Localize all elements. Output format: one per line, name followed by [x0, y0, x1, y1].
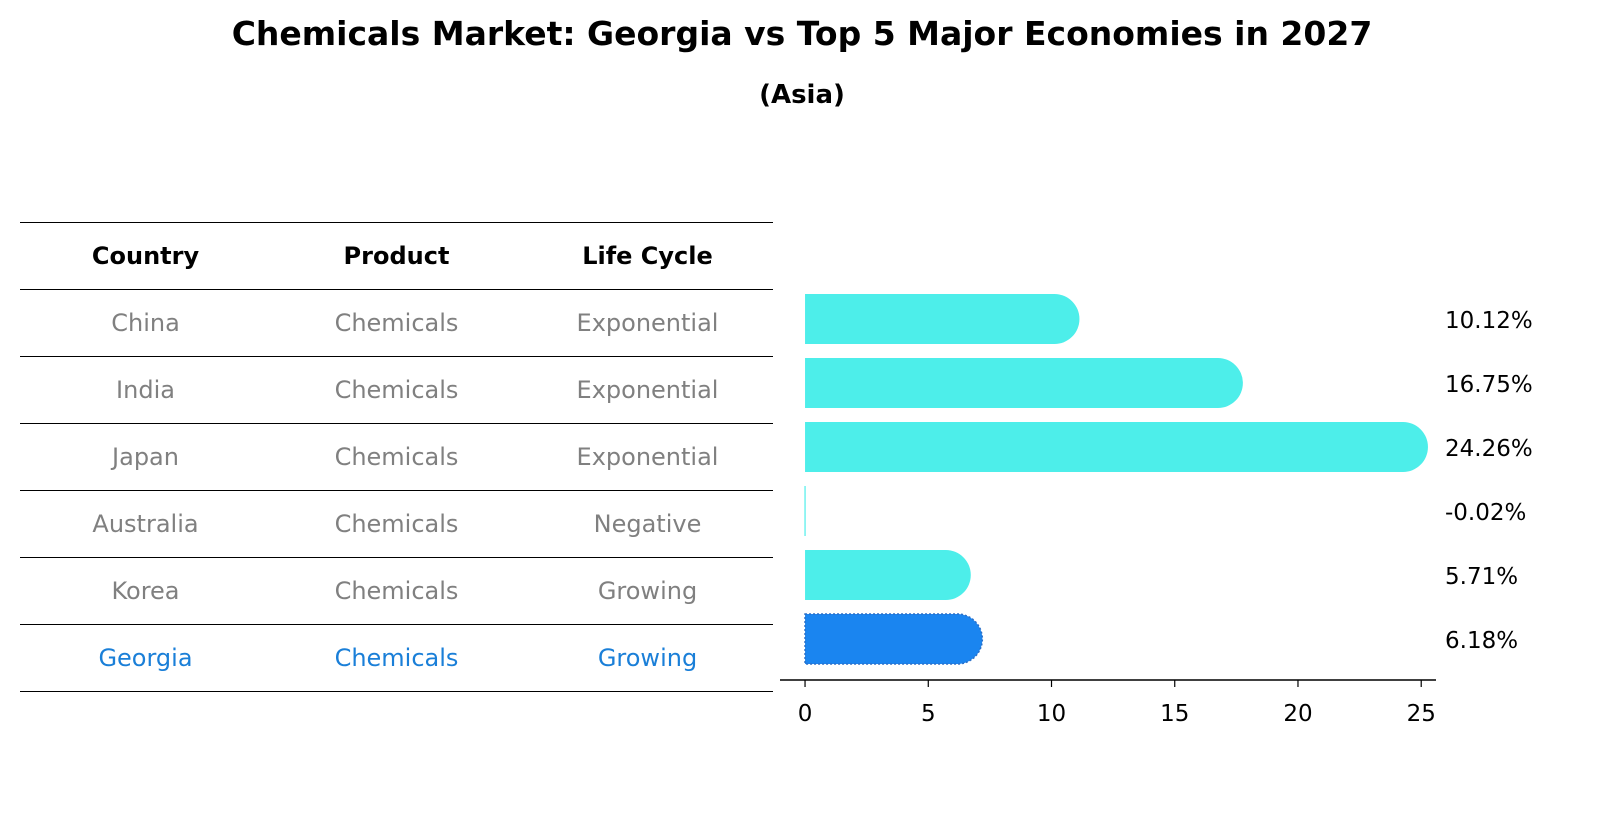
cell-country: Korea [20, 557, 271, 625]
cell-product: Chemicals [271, 356, 522, 424]
cell-country: India [20, 356, 271, 424]
bar-korea [805, 550, 971, 600]
x-tick-label-25: 25 [1407, 701, 1436, 727]
data-label-japan: 24.26% [1445, 436, 1533, 462]
cell-product: Chemicals [271, 557, 522, 625]
cell-product: Chemicals [271, 490, 522, 558]
x-tick-label-15: 15 [1160, 701, 1189, 727]
x-tick-label-10: 10 [1037, 701, 1066, 727]
header-product: Product [271, 222, 522, 290]
table-row: Japan Chemicals Exponential [20, 423, 773, 491]
table-row: China Chemicals Exponential [20, 289, 773, 357]
data-label-korea: 5.71% [1445, 564, 1518, 590]
data-label-australia: -0.02% [1445, 500, 1526, 526]
bar-georgia [804, 613, 984, 665]
cell-country: China [20, 289, 271, 357]
market-table: Country Product Life Cycle China Chemica… [20, 222, 773, 692]
bar-china [805, 294, 1080, 344]
data-label-georgia: 6.18% [1445, 628, 1518, 654]
cell-product: Chemicals [271, 423, 522, 491]
cell-country: Japan [20, 423, 271, 491]
chart-title: Chemicals Market: Georgia vs Top 5 Major… [231, 14, 1373, 53]
cell-life-cycle: Exponential [522, 356, 773, 424]
bar-chart: 10.12% 16.75% 24.26% -0.02% 5.71% 6.18% 0 5 10 15… [780, 294, 1533, 727]
bar-india [805, 358, 1243, 408]
x-tick-label-0: 0 [798, 701, 813, 727]
table-row-highlight: Georgia Chemicals Growing [20, 624, 773, 692]
cell-product: Chemicals [271, 624, 522, 692]
cell-life-cycle: Negative [522, 490, 773, 558]
header-country: Country [20, 222, 271, 290]
cell-country: Australia [20, 490, 271, 558]
cell-life-cycle: Growing [522, 624, 773, 692]
data-label-india: 16.75% [1445, 372, 1533, 398]
data-label-china: 10.12% [1445, 308, 1533, 334]
x-tick-label-5: 5 [921, 701, 936, 727]
table-header-row: Country Product Life Cycle [20, 222, 773, 290]
table-row: India Chemicals Exponential [20, 356, 773, 424]
cell-product: Chemicals [271, 289, 522, 357]
cell-life-cycle: Growing [522, 557, 773, 625]
table-row: Korea Chemicals Growing [20, 557, 773, 625]
header-life-cycle: Life Cycle [522, 222, 773, 290]
chart-subtitle: (Asia) [759, 80, 845, 110]
bar-japan [805, 422, 1428, 472]
cell-life-cycle: Exponential [522, 423, 773, 491]
cell-country: Georgia [20, 624, 271, 692]
x-tick-label-20: 20 [1283, 701, 1312, 727]
table-row: Australia Chemicals Negative [20, 490, 773, 558]
cell-life-cycle: Exponential [522, 289, 773, 357]
